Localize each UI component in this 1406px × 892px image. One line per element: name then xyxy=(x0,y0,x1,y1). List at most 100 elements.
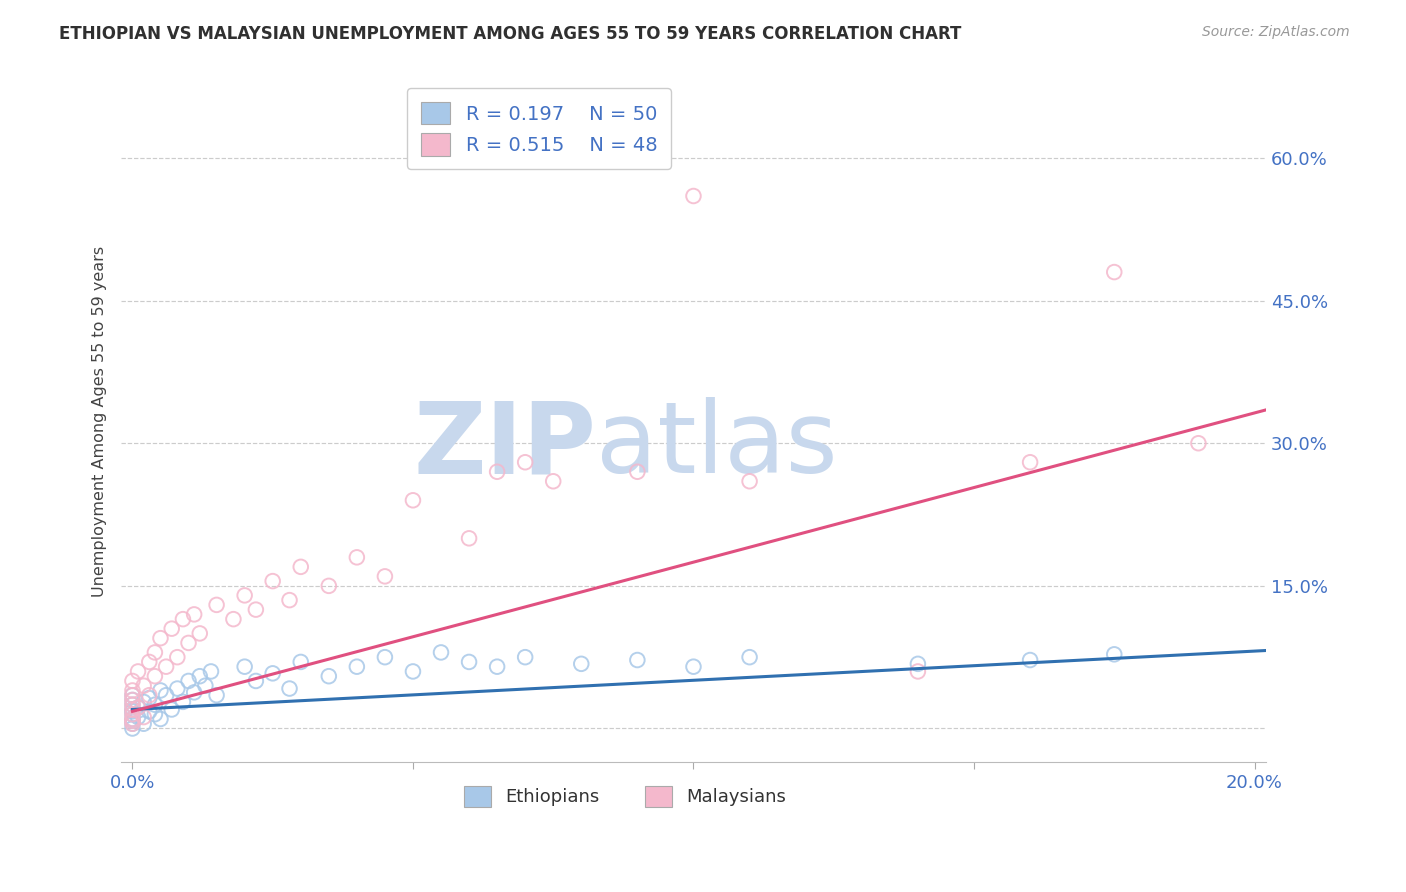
Legend: Ethiopians, Malaysians: Ethiopians, Malaysians xyxy=(457,779,793,814)
Text: atlas: atlas xyxy=(596,397,838,494)
Point xyxy=(143,669,166,683)
Point xyxy=(907,665,929,679)
Point xyxy=(318,579,340,593)
Point xyxy=(121,714,143,728)
Point xyxy=(290,655,312,669)
Point xyxy=(200,665,222,679)
Point xyxy=(155,659,177,673)
Point xyxy=(1104,265,1126,279)
Point xyxy=(245,673,267,688)
Point xyxy=(233,588,256,602)
Point xyxy=(541,475,564,489)
Text: Source: ZipAtlas.com: Source: ZipAtlas.com xyxy=(1202,25,1350,39)
Point xyxy=(138,691,160,706)
Point xyxy=(121,716,143,731)
Point xyxy=(402,493,425,508)
Point xyxy=(155,688,177,702)
Point xyxy=(346,550,368,565)
Point xyxy=(121,716,143,731)
Point xyxy=(262,666,284,681)
Point xyxy=(160,702,183,716)
Point xyxy=(149,683,172,698)
Point xyxy=(738,475,761,489)
Point xyxy=(177,673,200,688)
Point xyxy=(183,607,205,622)
Point xyxy=(188,669,211,683)
Point xyxy=(132,710,155,724)
Point xyxy=(682,659,704,673)
Point xyxy=(1104,648,1126,662)
Y-axis label: Unemployment Among Ages 55 to 59 years: Unemployment Among Ages 55 to 59 years xyxy=(93,246,107,598)
Point xyxy=(132,695,155,709)
Point xyxy=(172,612,194,626)
Point xyxy=(166,681,188,696)
Point xyxy=(205,598,228,612)
Point xyxy=(172,695,194,709)
Point xyxy=(486,465,509,479)
Point xyxy=(907,657,929,671)
Point xyxy=(1019,455,1042,469)
Point xyxy=(626,653,648,667)
Point xyxy=(222,612,245,626)
Point xyxy=(458,531,481,545)
Point xyxy=(121,722,143,736)
Point xyxy=(194,679,217,693)
Point xyxy=(346,659,368,673)
Point xyxy=(177,636,200,650)
Point xyxy=(121,688,143,702)
Point xyxy=(149,712,172,726)
Point xyxy=(127,665,149,679)
Point xyxy=(121,683,143,698)
Point xyxy=(121,714,143,728)
Point xyxy=(127,700,149,714)
Point xyxy=(515,650,537,665)
Point xyxy=(278,593,301,607)
Point xyxy=(121,698,143,712)
Text: ZIP: ZIP xyxy=(413,397,596,494)
Point xyxy=(132,679,155,693)
Point xyxy=(374,650,396,665)
Point xyxy=(138,705,160,719)
Point xyxy=(127,700,149,714)
Point xyxy=(121,688,143,702)
Point xyxy=(205,688,228,702)
Point xyxy=(121,705,143,719)
Point xyxy=(1187,436,1209,450)
Point xyxy=(262,574,284,588)
Point xyxy=(626,465,648,479)
Point xyxy=(458,655,481,669)
Point xyxy=(121,693,143,707)
Point xyxy=(290,559,312,574)
Point xyxy=(515,455,537,469)
Point xyxy=(143,698,166,712)
Point xyxy=(486,659,509,673)
Point xyxy=(278,681,301,696)
Point xyxy=(188,626,211,640)
Point xyxy=(121,673,143,688)
Point xyxy=(402,665,425,679)
Point xyxy=(121,707,143,722)
Point xyxy=(143,707,166,722)
Point xyxy=(121,712,143,726)
Point xyxy=(121,707,143,722)
Point xyxy=(430,645,453,659)
Point xyxy=(127,710,149,724)
Point xyxy=(569,657,592,671)
Point xyxy=(1019,653,1042,667)
Point xyxy=(138,688,160,702)
Point xyxy=(121,702,143,716)
Point xyxy=(138,655,160,669)
Point xyxy=(682,189,704,203)
Point xyxy=(183,685,205,699)
Point xyxy=(121,712,143,726)
Point xyxy=(121,698,143,712)
Point xyxy=(121,693,143,707)
Point xyxy=(121,702,143,716)
Point xyxy=(374,569,396,583)
Point xyxy=(738,650,761,665)
Point xyxy=(160,622,183,636)
Point xyxy=(233,659,256,673)
Point xyxy=(245,602,267,616)
Text: ETHIOPIAN VS MALAYSIAN UNEMPLOYMENT AMONG AGES 55 TO 59 YEARS CORRELATION CHART: ETHIOPIAN VS MALAYSIAN UNEMPLOYMENT AMON… xyxy=(59,25,962,43)
Point xyxy=(149,631,172,645)
